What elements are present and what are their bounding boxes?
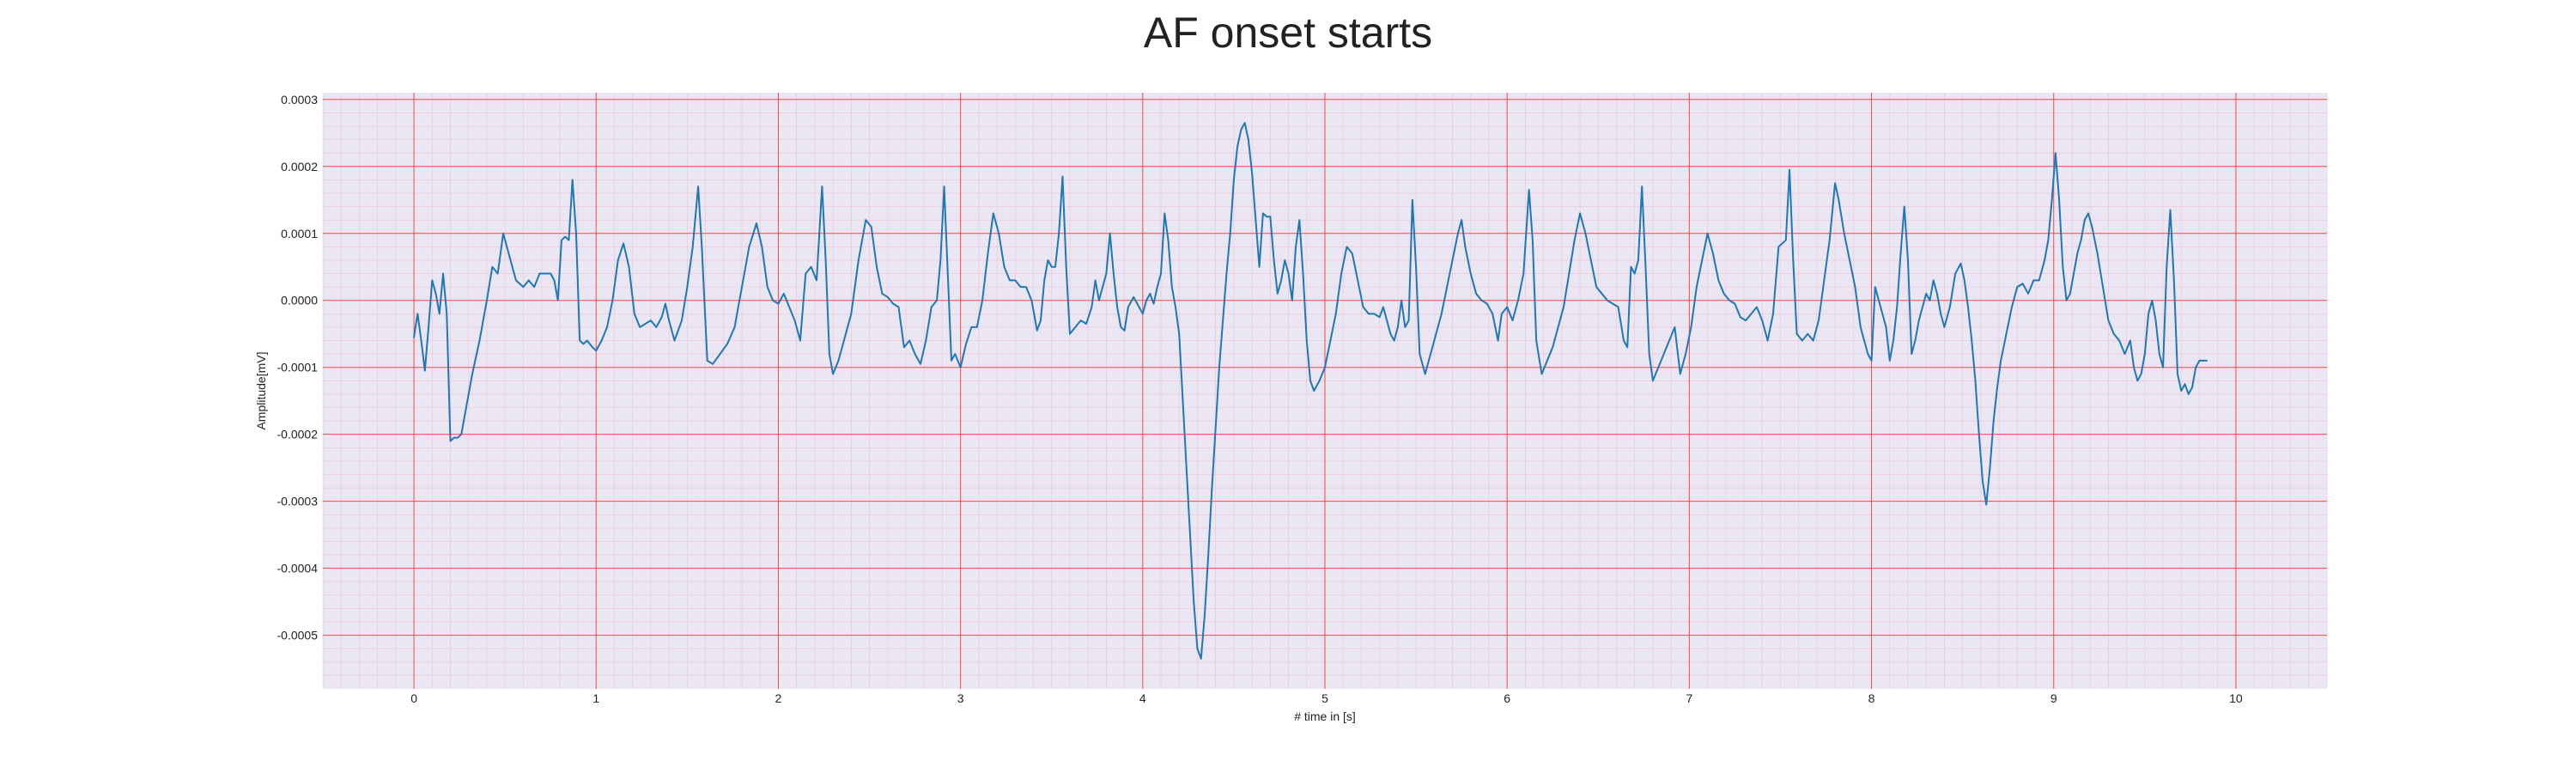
x-tick-label: 0 xyxy=(410,691,417,705)
y-tick-label: 0.0003 xyxy=(281,93,318,107)
y-tick-label: 0.0001 xyxy=(281,227,318,240)
y-tick-label: -0.0005 xyxy=(277,629,319,642)
y-tick-label: -0.0001 xyxy=(277,361,319,374)
x-tick-label: 2 xyxy=(775,691,782,705)
x-tick-label: 7 xyxy=(1686,691,1692,705)
x-tick-label: 3 xyxy=(957,691,964,705)
y-tick-label: -0.0004 xyxy=(277,562,319,575)
chart-title: AF onset starts xyxy=(1144,9,1432,57)
y-tick-label: -0.0002 xyxy=(277,428,319,441)
x-tick-label: 4 xyxy=(1139,691,1146,705)
series-line xyxy=(413,122,2208,660)
x-tick-label: 1 xyxy=(592,691,599,705)
x-axis-label: # time in [s] xyxy=(1294,709,1356,723)
x-tick-labels: 0 1 2 3 4 5 6 7 8 9 10 xyxy=(410,691,2243,705)
x-tick-label: 9 xyxy=(2050,691,2057,705)
x-tick-label: 6 xyxy=(1504,691,1510,705)
y-axis-label: Amplitude[mV] xyxy=(254,351,268,429)
y-tick-label: 0.0002 xyxy=(281,160,318,173)
y-tick-label: -0.0003 xyxy=(277,495,319,508)
x-tick-label: 5 xyxy=(1321,691,1328,705)
major-grid xyxy=(323,93,2327,689)
series-layer xyxy=(413,122,2208,660)
y-tick-label: 0.0000 xyxy=(281,294,318,307)
x-tick-label: 10 xyxy=(2229,691,2243,705)
y-tick-labels: 0.0003 0.0002 0.0001 0.0000 -0.0001 -0.0002 -0… xyxy=(277,93,319,642)
x-tick-label: 8 xyxy=(1868,691,1875,705)
